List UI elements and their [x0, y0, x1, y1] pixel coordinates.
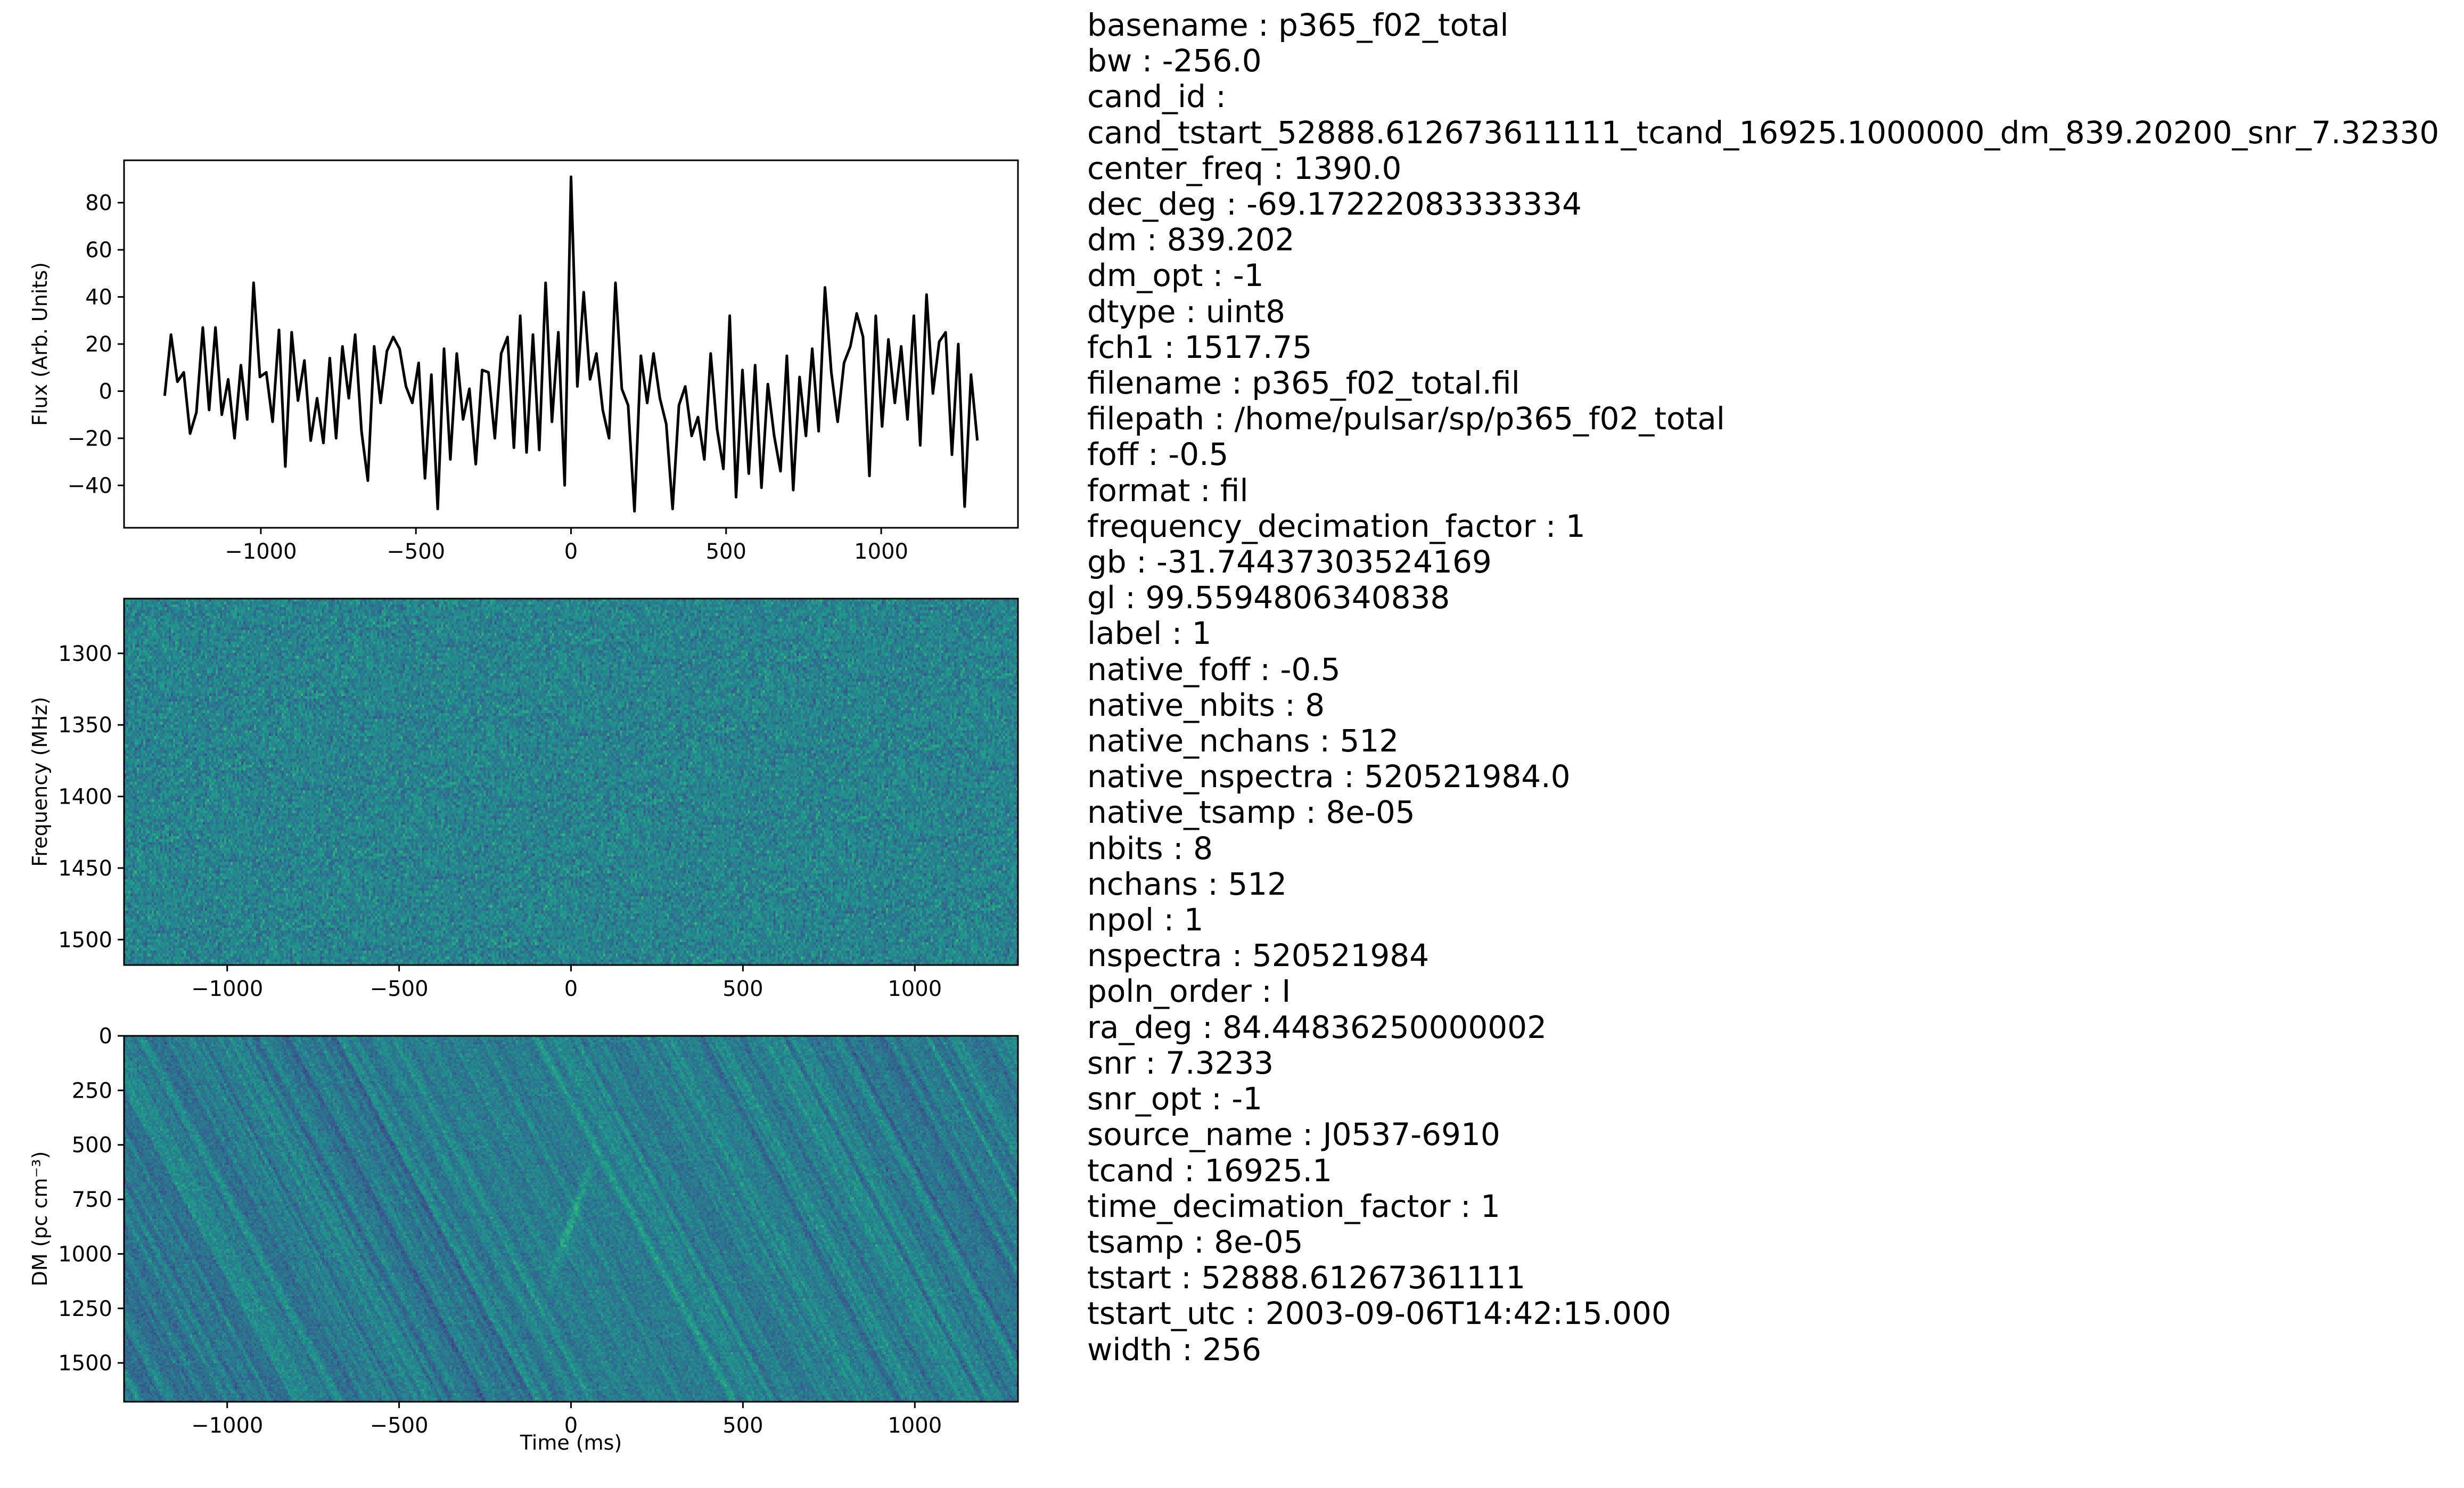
- axes-2: −1000 −500 0 500 1000 1300 1350 1400 1450 1500 Fre…: [28, 598, 1019, 1001]
- y-tick-label: 750: [72, 1188, 112, 1212]
- x-tick-label: −1000: [191, 1413, 263, 1438]
- metadata-line: tsamp : 8e-05: [1087, 1223, 1303, 1260]
- metadata-line: format : fil: [1087, 472, 1249, 509]
- y-tick-label: 60: [85, 238, 112, 263]
- metadata-line: dm : 839.202: [1087, 222, 1295, 258]
- metadata-line: native_nbits : 8: [1087, 686, 1325, 723]
- metadata-line: dm_opt : -1: [1087, 257, 1264, 294]
- metadata-line: foff : -0.5: [1087, 436, 1229, 473]
- frequency-time-heatmap: [124, 599, 1018, 965]
- metadata-line: nspectra : 520521984: [1087, 937, 1430, 974]
- x-tick-label: −500: [370, 1413, 429, 1438]
- y-tick-label: 500: [72, 1133, 112, 1158]
- x-axis-label: Time (ms): [520, 1431, 622, 1454]
- candidate-metadata-panel: basename : p365_f02_total bw : -256.0 cand…: [1087, 7, 2439, 1368]
- y-tick-label: 40: [85, 285, 112, 310]
- y-axis-label: DM (pc cm⁻³): [28, 1151, 52, 1286]
- y-tick-label: 1450: [58, 856, 112, 881]
- metadata-line: tstart_utc : 2003-09-06T14:42:15.000: [1087, 1295, 1671, 1332]
- y-axis-label: Frequency (MHz): [28, 697, 52, 866]
- x-tick-label: 500: [722, 1413, 763, 1438]
- metadata-line: cand_id :: [1087, 78, 1226, 115]
- axes-3: −1000 −500 0 500 1000 0 250 500 750 1000 1250 1500 D…: [28, 1024, 1019, 1454]
- metadata-line: filepath : /home/pulsar/sp/p365_f02_tota…: [1087, 400, 1725, 437]
- x-tick-label: 0: [564, 977, 578, 1001]
- metadata-line: label : 1: [1087, 615, 1212, 652]
- metadata-line: basename : p365_f02_total: [1087, 7, 1509, 43]
- metadata-line: time_decimation_factor : 1: [1087, 1188, 1500, 1224]
- x-tick-label: 0: [564, 1413, 578, 1438]
- axes-frame: [123, 598, 1019, 966]
- y-tick-label: 1350: [58, 713, 112, 738]
- y-tick-label: 250: [72, 1078, 112, 1103]
- metadata-line: native_tsamp : 8e-05: [1087, 794, 1415, 831]
- metadata-line: gb : -31.74437303524169: [1087, 544, 1492, 581]
- y-tick-label: 20: [85, 332, 112, 357]
- metadata-line: native_nspectra : 520521984.0: [1087, 758, 1571, 795]
- metadata-line: width : 256: [1087, 1331, 1261, 1368]
- axes-1: −1000 −500 0 500 1000 −40 −20 0 20 40 60 80 Flux (Ar…: [28, 159, 1019, 564]
- y-tick-label: 1000: [58, 1242, 112, 1266]
- y-tick-label: 80: [85, 191, 112, 216]
- metadata-line: snr_opt : -1: [1087, 1081, 1263, 1117]
- axes-frame: [123, 1035, 1019, 1403]
- x-tick-label: 1000: [888, 977, 942, 1001]
- y-tick-label: 0: [99, 1024, 112, 1049]
- x-tick-label: 1000: [888, 1413, 942, 1438]
- metadata-line: dec_deg : -69.17222083333334: [1087, 186, 1582, 223]
- y-tick-label: 1400: [58, 785, 112, 810]
- y-tick-label: 1500: [58, 1351, 112, 1376]
- metadata-line: tstart : 52888.61267361111: [1087, 1260, 1526, 1296]
- metadata-line: source_name : J0537-6910: [1087, 1116, 1500, 1153]
- metadata-line: nbits : 8: [1087, 830, 1213, 866]
- metadata-line: fch1 : 1517.75: [1087, 329, 1312, 365]
- flux-series-line: [163, 175, 979, 513]
- y-tick-label: 1300: [58, 642, 112, 666]
- y-tick-label: 0: [99, 379, 112, 404]
- metadata-line: ra_deg : 84.44836250000002: [1087, 1009, 1547, 1045]
- metadata-line: native_nchans : 512: [1087, 723, 1399, 759]
- metadata-line: poln_order : I: [1087, 973, 1291, 1010]
- y-tick-label: −20: [68, 427, 112, 451]
- x-tick-label: 1000: [854, 539, 908, 564]
- y-tick-label: −40: [68, 473, 112, 498]
- metadata-line: npol : 1: [1087, 902, 1204, 938]
- metadata-line: nchans : 512: [1087, 865, 1287, 902]
- metadata-line: gl : 99.5594806340838: [1087, 579, 1450, 616]
- x-tick-label: −500: [370, 977, 429, 1001]
- metadata-line: snr : 7.3233: [1087, 1044, 1274, 1081]
- dm-time-heatmap: [124, 1036, 1018, 1402]
- x-tick-label: 0: [564, 539, 578, 564]
- y-tick-label: 1250: [58, 1297, 112, 1321]
- metadata-line: tcand : 16925.1: [1087, 1152, 1333, 1189]
- x-tick-label: −1000: [225, 539, 297, 564]
- x-tick-label: −500: [387, 539, 445, 564]
- metadata-line: native_foff : -0.5: [1087, 651, 1341, 688]
- x-tick-label: −1000: [191, 977, 263, 1001]
- metadata-line: bw : -256.0: [1087, 43, 1262, 79]
- x-tick-label: 500: [706, 539, 746, 564]
- x-tick-label: 500: [722, 977, 763, 1001]
- y-tick-label: 1500: [58, 928, 112, 952]
- metadata-line: center_freq : 1390.0: [1087, 150, 1402, 186]
- metadata-line: frequency_decimation_factor : 1: [1087, 508, 1586, 544]
- metadata-line: filename : p365_f02_total.fil: [1087, 365, 1520, 402]
- y-axis-label: Flux (Arb. Units): [28, 262, 52, 426]
- metadata-line: dtype : uint8: [1087, 293, 1286, 330]
- metadata-line: cand_tstart_52888.612673611111_tcand_169…: [1087, 114, 2440, 151]
